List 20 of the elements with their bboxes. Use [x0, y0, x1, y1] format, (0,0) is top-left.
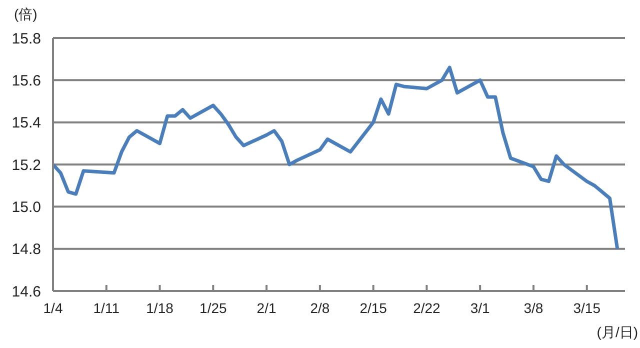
- y-tick-label: 15.0: [12, 198, 41, 216]
- x-tick-label: 3/1: [470, 300, 490, 316]
- x-axis-title: (月/日): [596, 324, 638, 342]
- x-tick-label: 2/1: [256, 300, 276, 316]
- y-axis-title: (倍): [14, 6, 38, 24]
- x-tick-label: 3/15: [573, 300, 601, 316]
- y-tick-label: 14.8: [12, 241, 41, 258]
- x-tick-label: 1/11: [93, 300, 120, 316]
- y-tick-label: 15.2: [12, 156, 41, 174]
- x-tick-label: 1/25: [200, 300, 227, 316]
- x-tick-label: 2/8: [310, 300, 330, 316]
- y-tick-label: 14.6: [12, 283, 41, 300]
- x-tick-label: 1/4: [43, 300, 63, 316]
- y-tick-label: 15.8: [12, 30, 41, 48]
- x-tick-label: 3/8: [524, 300, 544, 316]
- x-tick-label: 1/18: [146, 300, 174, 316]
- y-tick-label: 15.4: [12, 114, 41, 132]
- y-tick-label: 15.6: [12, 72, 41, 90]
- x-tick-label: 2/15: [360, 300, 388, 316]
- x-tick-label: 2/22: [413, 300, 441, 316]
